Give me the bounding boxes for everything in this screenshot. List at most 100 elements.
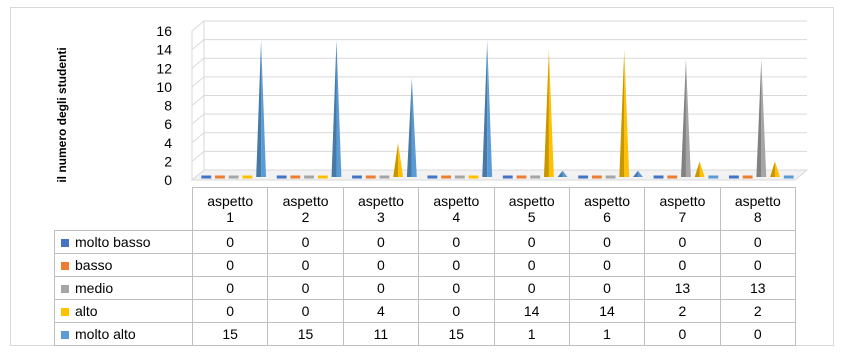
table-header-row: aspetto 1 aspetto 2 aspetto 3 aspetto 4 aspetto 5… xyxy=(54,187,797,231)
bar-face-left xyxy=(331,40,337,177)
bar-mark xyxy=(516,175,527,179)
category-label-line: 2 xyxy=(301,209,310,225)
category-label-line: 7 xyxy=(678,209,687,225)
data-table: aspetto 1 aspetto 2 aspetto 3 aspetto 4 aspetto 5… xyxy=(54,187,797,346)
bar-face-right xyxy=(624,49,630,177)
data-label: 0 xyxy=(342,253,420,277)
category-label-line: aspetto xyxy=(508,193,555,209)
bar-face-right xyxy=(761,58,767,177)
legend-swatch xyxy=(61,239,69,248)
bar-zero-mark xyxy=(365,175,376,179)
data-label: 15 xyxy=(191,322,269,346)
bar-mark xyxy=(352,175,362,179)
bar-face-right xyxy=(699,161,705,177)
data-label: 15 xyxy=(267,322,344,346)
category-label-line: aspetto xyxy=(357,193,404,209)
bar-mark xyxy=(681,58,691,177)
y-tick-label: 12 xyxy=(156,60,172,76)
category-label: aspetto 3 xyxy=(342,187,420,231)
bar-zero-mark xyxy=(742,175,753,179)
bar-mark xyxy=(502,175,513,179)
bar-zero-mark xyxy=(201,175,212,179)
bar-mark xyxy=(708,175,719,179)
bar-zero-mark xyxy=(728,175,739,179)
category-label-line: 3 xyxy=(377,209,385,225)
bar-zero-mark xyxy=(352,175,362,179)
bar-face-left xyxy=(770,161,776,177)
bar-zero-mark xyxy=(441,175,452,179)
data-label: 0 xyxy=(493,276,570,300)
category-label: aspetto 2 xyxy=(267,187,344,231)
bar-mark xyxy=(728,175,739,179)
bar-mark xyxy=(276,175,287,179)
bar-zero-mark xyxy=(317,175,328,179)
series-name: medio xyxy=(75,280,114,296)
data-label: 2 xyxy=(644,299,721,323)
category-label: aspetto 8 xyxy=(719,187,797,231)
bar-face-left xyxy=(543,49,549,177)
bar-zero-mark xyxy=(454,175,465,179)
y-tick-label: 8 xyxy=(164,98,172,114)
data-label: 0 xyxy=(418,253,495,277)
bar-mark xyxy=(653,175,664,179)
bar-mark xyxy=(770,161,780,177)
bar-zero-mark xyxy=(578,175,589,179)
bar-zero-mark xyxy=(708,175,719,179)
legend-entry: basso xyxy=(54,253,193,277)
legend-entry: alto xyxy=(54,299,193,323)
data-label: 0 xyxy=(719,230,797,254)
data-label: 0 xyxy=(191,230,269,254)
data-label: 13 xyxy=(719,276,797,300)
bar-mark xyxy=(406,77,417,177)
bar-mark xyxy=(482,40,493,177)
bar-mark xyxy=(215,175,225,179)
bar-face-left xyxy=(393,142,399,177)
data-label: 0 xyxy=(644,322,721,346)
bar-zero-mark xyxy=(516,175,527,179)
bar-zero-mark xyxy=(242,175,253,179)
data-label: 0 xyxy=(191,276,269,300)
gridline xyxy=(191,95,807,106)
data-label: 0 xyxy=(267,253,344,277)
y-tick-label: 4 xyxy=(164,135,172,151)
bar-zero-mark xyxy=(653,175,664,179)
data-label: 0 xyxy=(418,299,495,323)
gridline xyxy=(191,150,807,162)
bar-mark xyxy=(605,175,616,179)
category-label-line: aspetto xyxy=(734,193,781,209)
legend-entry: molto basso xyxy=(54,230,193,254)
bar-mark xyxy=(256,40,267,177)
bar-mark xyxy=(365,175,376,179)
bar-face-right xyxy=(685,58,691,177)
series-name: molto basso xyxy=(75,234,151,250)
table-row: molto basso 0 0 0 0 0 0 0 0 xyxy=(54,230,797,254)
y-tick-label: 0 xyxy=(164,172,172,188)
category-label-line: aspetto xyxy=(282,193,329,209)
y-tick-label: 6 xyxy=(164,116,172,132)
gridline xyxy=(191,132,807,144)
bar-mark xyxy=(379,175,390,179)
data-label: 0 xyxy=(493,253,570,277)
gridline xyxy=(191,113,807,125)
bar-mark xyxy=(317,175,328,179)
data-label: 1 xyxy=(568,322,646,346)
bar-zero-mark xyxy=(783,175,794,179)
category-label-line: 6 xyxy=(603,209,611,225)
series-name: basso xyxy=(75,257,113,273)
gridline xyxy=(191,39,807,51)
y-axis-label: il numero degli studenti xyxy=(55,47,69,182)
bar-face-right xyxy=(398,142,404,177)
legend-swatch xyxy=(61,262,69,271)
bar-face-right xyxy=(261,40,267,177)
category-label: aspetto 6 xyxy=(568,187,646,231)
bar-mark xyxy=(633,170,643,177)
bar-face-right xyxy=(637,170,643,177)
category-label: aspetto 7 xyxy=(644,187,721,231)
data-label: 0 xyxy=(418,230,495,254)
bar-face-left xyxy=(557,170,563,177)
bar-face-left xyxy=(633,170,638,177)
category-label-line: 4 xyxy=(452,209,461,225)
bar-mark xyxy=(454,175,465,179)
bar-face-left xyxy=(406,77,412,177)
